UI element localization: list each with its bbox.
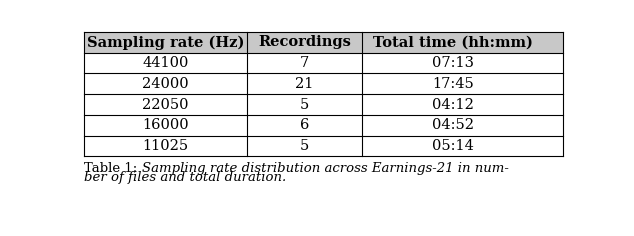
Text: 17:45: 17:45 xyxy=(432,77,474,91)
Text: 07:13: 07:13 xyxy=(432,56,474,70)
Text: 5: 5 xyxy=(300,97,309,112)
Text: Sampling rate distribution across Earnings-21 in num-: Sampling rate distribution across Earnin… xyxy=(141,162,508,175)
Text: 04:12: 04:12 xyxy=(432,97,474,112)
Text: 16000: 16000 xyxy=(142,118,189,132)
Text: 5: 5 xyxy=(300,139,309,153)
Text: 44100: 44100 xyxy=(143,56,189,70)
Text: 11025: 11025 xyxy=(143,139,189,153)
Text: ber of files and total duration.: ber of files and total duration. xyxy=(84,171,287,184)
Text: Total time (hh:mm): Total time (hh:mm) xyxy=(373,35,533,49)
Bar xyxy=(84,32,563,53)
Text: Sampling rate (Hz): Sampling rate (Hz) xyxy=(87,35,244,50)
Text: Table 1:: Table 1: xyxy=(84,162,141,175)
Text: 24000: 24000 xyxy=(142,77,189,91)
Text: 7: 7 xyxy=(300,56,309,70)
Text: 22050: 22050 xyxy=(143,97,189,112)
Text: Recordings: Recordings xyxy=(258,35,351,49)
Text: 04:52: 04:52 xyxy=(432,118,474,132)
Text: 6: 6 xyxy=(300,118,309,132)
Text: 05:14: 05:14 xyxy=(432,139,474,153)
Text: 21: 21 xyxy=(295,77,314,91)
